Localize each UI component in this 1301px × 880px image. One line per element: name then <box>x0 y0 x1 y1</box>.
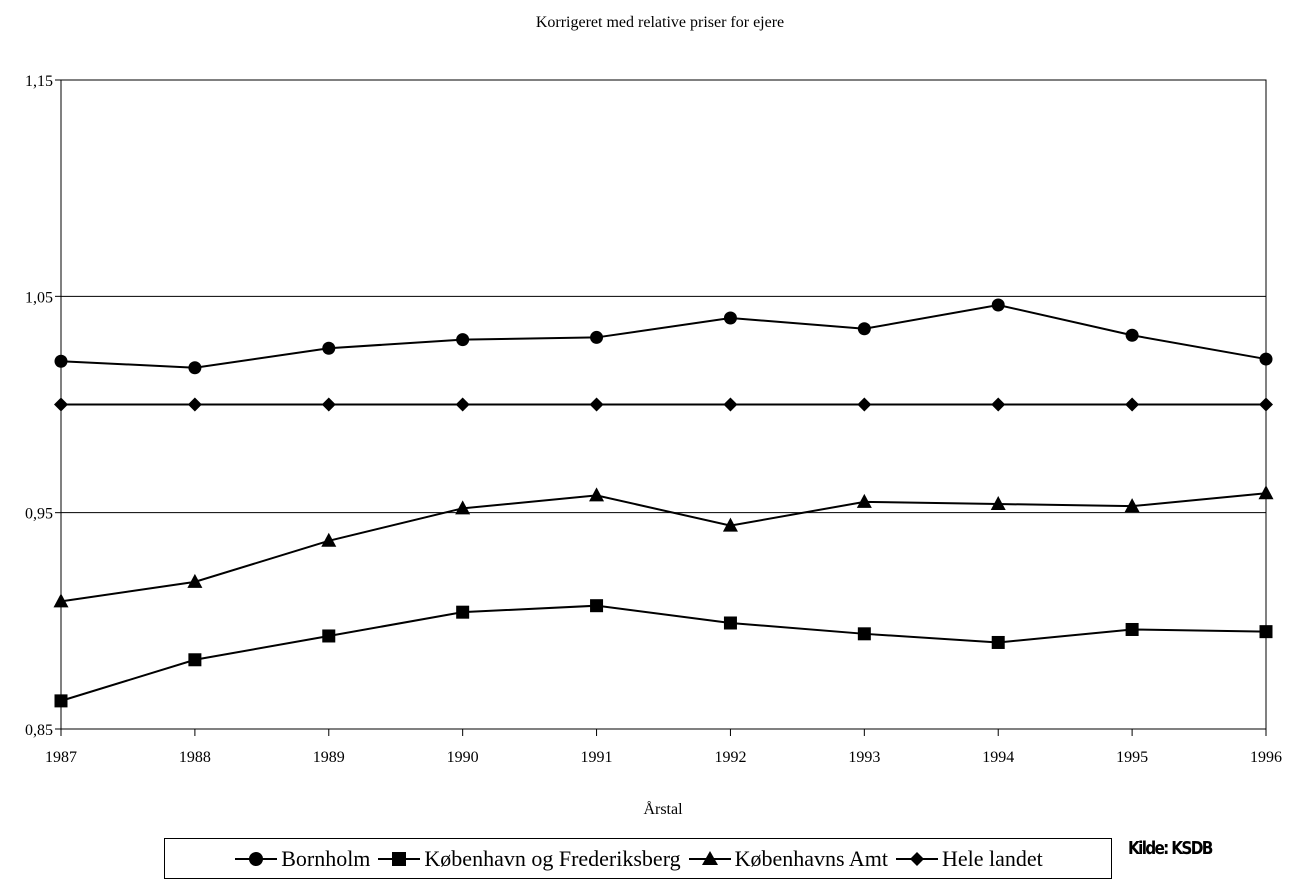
series-line <box>60 492 1267 603</box>
x-tick-label: 1990 <box>447 749 479 766</box>
data-point <box>1124 498 1140 513</box>
data-point <box>1259 397 1273 412</box>
data-point <box>456 333 470 347</box>
data-point <box>857 322 871 336</box>
data-point <box>54 354 68 368</box>
chart-title: Korrigeret med relative priser for ejere <box>536 14 784 31</box>
x-tick-label: 1993 <box>848 749 880 766</box>
data-point <box>1125 622 1139 636</box>
data-point <box>1125 397 1140 412</box>
legend-label: Bornholm <box>281 845 371 871</box>
data-point <box>590 599 604 613</box>
y-tick-label: 1,05 <box>25 289 53 306</box>
x-axis-label: Årstal <box>643 800 683 818</box>
legend-triangle-marker-icon <box>688 850 731 865</box>
data-point <box>1258 485 1274 500</box>
data-point <box>54 694 68 708</box>
axes <box>55 79 1267 736</box>
data-point <box>322 341 336 355</box>
legend-circle-marker-icon <box>235 851 278 866</box>
data-point <box>188 361 202 375</box>
series-circle <box>54 298 1273 375</box>
x-tick-label: 1989 <box>313 749 345 766</box>
data-point <box>321 397 336 412</box>
data-point <box>321 532 337 547</box>
x-tick-label: 1988 <box>179 749 211 766</box>
data-point <box>590 330 604 344</box>
data-point <box>990 496 1006 511</box>
legend: Bornholm København og Frederiksberg Købe… <box>164 838 1112 879</box>
series-square <box>54 599 1273 708</box>
series-line <box>60 604 1267 702</box>
data-point <box>187 397 202 412</box>
data-point <box>54 397 68 412</box>
data-point <box>856 493 872 508</box>
data-point <box>455 397 470 412</box>
data-point <box>857 397 872 412</box>
series-diamond <box>54 397 1273 412</box>
legend-item-hele-landet: Hele landet <box>894 846 1043 872</box>
series-lines <box>53 298 1274 708</box>
y-tick-label: 1,15 <box>25 73 53 90</box>
data-point <box>857 627 871 641</box>
y-tick-label: 0,85 <box>25 722 53 739</box>
x-tick-label: 1995 <box>1116 749 1148 766</box>
y-tick-label: 0,95 <box>25 506 53 523</box>
data-point <box>188 653 202 667</box>
legend-label: Hele landet <box>942 845 1043 871</box>
data-point <box>991 397 1006 412</box>
data-point <box>723 311 737 325</box>
legend-item-kobenhavns-amt: Københavns Amt <box>687 846 888 872</box>
series-line <box>60 303 1267 369</box>
data-point <box>322 629 336 643</box>
data-point <box>991 298 1005 312</box>
data-point <box>991 635 1005 649</box>
data-point <box>722 517 738 532</box>
data-point <box>1259 625 1273 639</box>
legend-item-bornholm: Bornholm <box>233 846 370 872</box>
data-point <box>187 573 203 588</box>
data-point <box>1259 352 1273 366</box>
data-point <box>723 397 738 412</box>
x-tick-label: 1996 <box>1250 749 1282 766</box>
x-tick-labels: 1987 1988 1989 1990 1991 1992 1993 1994 1995 1996 <box>45 749 1282 766</box>
x-tick-label: 1992 <box>714 749 746 766</box>
legend-label: Københavns Amt <box>734 845 889 871</box>
data-point <box>1125 328 1139 342</box>
data-point <box>589 397 604 412</box>
x-tick-label: 1987 <box>45 749 77 766</box>
legend-label: København og Frederiksberg <box>424 845 681 871</box>
data-point <box>589 487 605 502</box>
legend-diamond-marker-icon <box>896 851 939 866</box>
series-triangle <box>53 485 1274 608</box>
legend-square-marker-icon <box>378 851 421 866</box>
data-point <box>723 616 737 630</box>
data-point <box>456 605 470 619</box>
line-chart: Korrigeret med relative priser for ejere… <box>25 14 1282 818</box>
y-tick-labels: 0,85 0,95 1,05 1,15 <box>25 73 53 739</box>
source-label: Kilde: KSDB <box>1128 838 1213 859</box>
data-point <box>53 593 69 608</box>
x-tick-label: 1994 <box>982 749 1014 766</box>
legend-item-kobenhavn-frederiksberg: København og Frederiksberg <box>376 845 681 872</box>
data-point <box>455 500 471 515</box>
x-tick-label: 1991 <box>581 749 613 766</box>
